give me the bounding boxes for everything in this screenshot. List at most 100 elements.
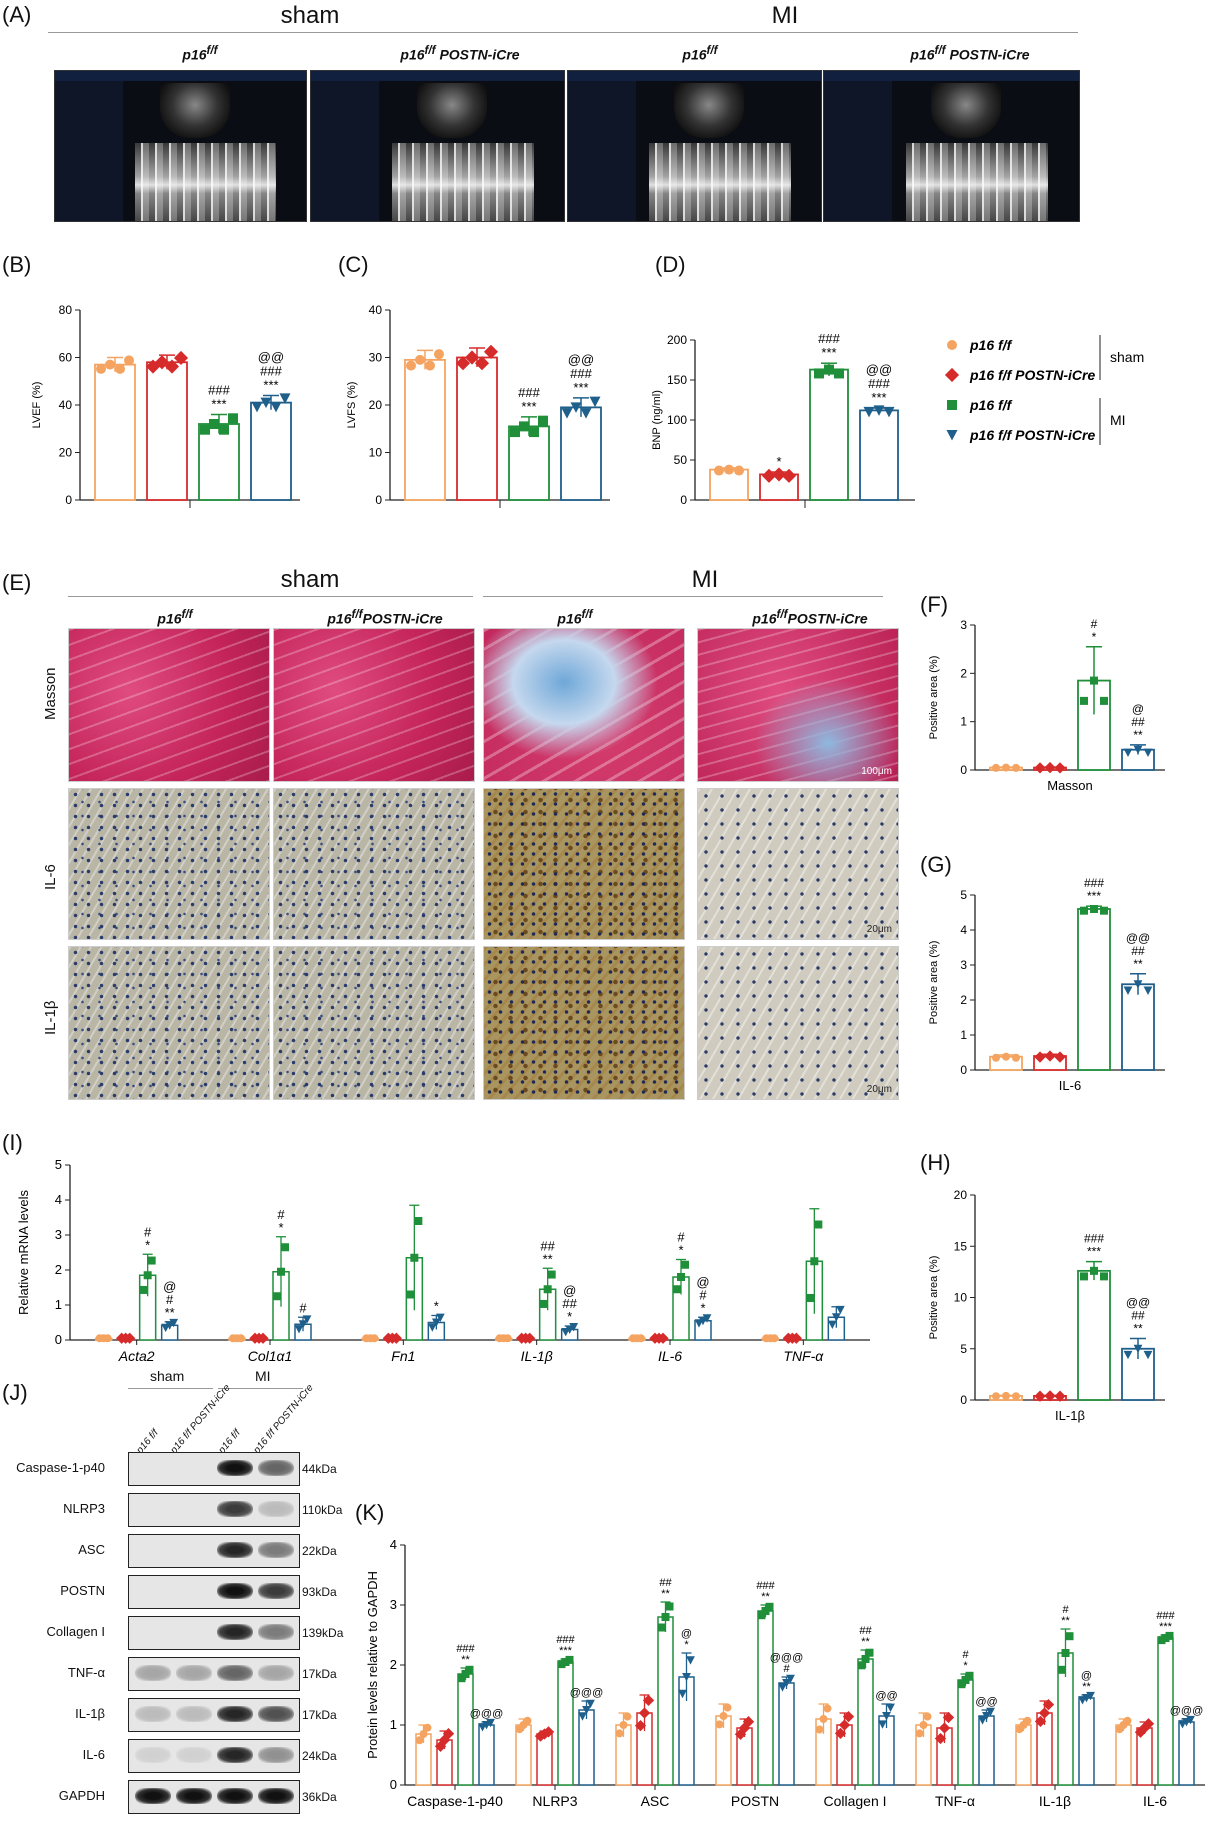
data-point <box>415 1736 424 1745</box>
significance-label: ### <box>556 1634 575 1646</box>
data-point <box>657 1332 669 1344</box>
data-point <box>814 368 824 379</box>
x-axis-label: IL-1β <box>1055 1408 1085 1423</box>
data-point <box>1142 1718 1155 1730</box>
significance-label: ** <box>1082 1681 1091 1693</box>
significance-label: @ <box>696 1274 709 1289</box>
data-point <box>139 1285 148 1294</box>
data-point <box>1186 1715 1195 1725</box>
echo-image-sham-wt <box>54 70 307 222</box>
data-point <box>580 408 592 419</box>
data-point <box>978 1716 987 1725</box>
data-point <box>827 1320 837 1329</box>
data-point <box>1165 1631 1174 1640</box>
il1b-mi-cre: 20μm <box>697 946 899 1100</box>
data-point <box>147 1256 156 1265</box>
y-tick-label: 30 <box>369 351 383 365</box>
data-point <box>260 397 272 409</box>
data-point <box>1002 1391 1010 1400</box>
data-point <box>539 1299 548 1308</box>
significance-label: @ <box>681 1628 692 1640</box>
data-point <box>615 1729 624 1738</box>
data-point <box>734 465 744 476</box>
y-tick-label: 0 <box>680 493 687 507</box>
data-point <box>1090 1266 1098 1275</box>
il6-sham-wt <box>68 788 270 940</box>
blot-kda: 93kDa <box>302 1585 337 1599</box>
bar <box>1115 1724 1132 1786</box>
bar <box>457 1673 474 1786</box>
data-point <box>861 1655 870 1663</box>
data-point <box>565 1655 574 1664</box>
data-point <box>589 396 601 408</box>
bar <box>198 423 240 501</box>
significance-label: *** <box>263 378 278 393</box>
data-point <box>992 1053 1000 1062</box>
significance-label: ## <box>1131 1309 1145 1323</box>
masson-sham-cre <box>273 628 475 782</box>
data-point <box>281 1243 289 1252</box>
echo-label-2: p16f/f POSTN-iCre <box>400 44 520 63</box>
y-axis-label: BNP (ng/ml) <box>651 390 663 450</box>
data-point <box>257 1332 269 1344</box>
y-tick-label: 3 <box>390 1597 397 1612</box>
y-tick-label: 0 <box>65 493 72 507</box>
blot-kda: 22kDa <box>302 1544 337 1558</box>
data-point <box>1061 1649 1070 1657</box>
data-point <box>1054 1390 1066 1402</box>
blot-divider-mi <box>218 1388 303 1389</box>
x-tick-label: POSTN <box>731 1793 779 1809</box>
blot-band <box>258 1501 294 1517</box>
data-point <box>1133 980 1143 989</box>
data-point <box>1044 761 1056 774</box>
significance-label: *** <box>573 380 588 395</box>
data-point <box>1123 986 1133 995</box>
blot-strip <box>128 1575 300 1609</box>
blot-kda: 17kDa <box>302 1708 337 1722</box>
significance-label: # <box>1062 1604 1069 1616</box>
significance-label: ** <box>1061 1615 1070 1627</box>
significance-label: *** <box>1159 1621 1173 1633</box>
blot-strip <box>128 1780 300 1814</box>
blot-band <box>258 1583 294 1599</box>
echo-image-mi-wt <box>567 70 822 222</box>
y-tick-label: 200 <box>667 333 687 347</box>
bar <box>404 358 446 501</box>
significance-label: * <box>567 1309 572 1324</box>
blot-band <box>217 1665 253 1681</box>
bar <box>560 406 602 501</box>
significance-label: @ <box>1132 702 1144 716</box>
y-tick-label: 40 <box>59 398 73 412</box>
data-point <box>273 1292 281 1301</box>
data-point <box>724 464 734 475</box>
significance-label: * <box>678 1243 683 1258</box>
data-point <box>835 1305 845 1315</box>
data-point <box>434 349 444 360</box>
y-axis-label: Positive area (%) <box>928 656 940 740</box>
data-point <box>414 1217 423 1225</box>
bar <box>250 401 292 501</box>
data-point <box>986 1707 995 1717</box>
data-point <box>486 1718 495 1728</box>
y-tick-label: 0 <box>960 1063 967 1077</box>
y-tick-label: 40 <box>369 303 383 317</box>
y-axis-label: Protein levels relative to GAPDH <box>365 1571 380 1759</box>
data-point <box>919 1721 928 1729</box>
y-tick-label: 5 <box>960 888 967 902</box>
x-tick-label: IL-6 <box>1143 1793 1167 1809</box>
data-point <box>1143 1350 1153 1360</box>
legend-label: p16 f/f <box>969 337 1013 353</box>
y-tick-label: 10 <box>369 446 383 460</box>
data-point <box>415 354 425 365</box>
y-tick-label: 80 <box>59 303 73 317</box>
x-tick-label: Fn1 <box>391 1348 415 1364</box>
data-point <box>105 359 115 370</box>
data-point <box>715 1720 724 1729</box>
bar <box>456 356 498 501</box>
data-point <box>961 1676 970 1684</box>
significance-label: @@ <box>975 1696 997 1708</box>
scalebar-masson: 100μm <box>861 766 892 777</box>
blot-band <box>258 1542 294 1558</box>
